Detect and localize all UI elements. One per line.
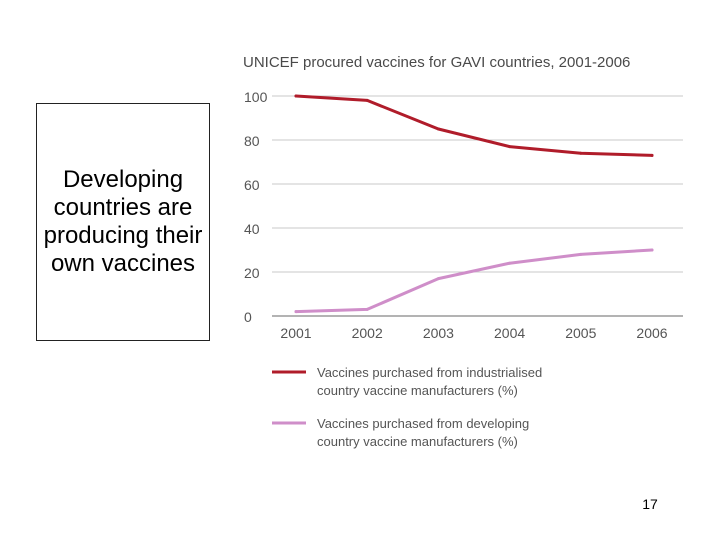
y-axis-ticks: 0 20 40 60 80 100 [244, 89, 268, 325]
y-tick-label: 40 [244, 221, 260, 237]
x-tick-label: 2001 [280, 325, 311, 341]
x-tick-label: 2005 [565, 325, 596, 341]
x-tick-label: 2004 [494, 325, 525, 341]
series-line-2 [294, 248, 654, 314]
legend-label: Vaccines purchased from developing [317, 416, 529, 431]
data-point [365, 307, 369, 311]
series-lines [294, 94, 654, 314]
legend-label: country vaccine manufacturers (%) [317, 383, 518, 398]
x-axis-ticks: 2001 2002 2003 2004 2005 2006 [280, 325, 667, 341]
legend: Vaccines purchased from industrialised co… [272, 365, 542, 449]
data-point [579, 252, 583, 256]
y-tick-label: 0 [244, 309, 252, 325]
data-point [508, 261, 512, 265]
x-tick-label: 2006 [636, 325, 667, 341]
data-point [436, 127, 440, 131]
series-line-1 [294, 94, 654, 157]
chart-title: UNICEF procured vaccines for GAVI countr… [243, 54, 630, 71]
callout-text: Developing countries are producing their… [43, 166, 203, 277]
callout-box: Developing countries are producing their… [36, 103, 210, 341]
data-point [294, 310, 298, 314]
y-tick-label: 80 [244, 133, 260, 149]
data-point [508, 145, 512, 149]
legend-label: Vaccines purchased from industrialised [317, 365, 542, 380]
y-tick-label: 20 [244, 265, 260, 281]
data-point [650, 153, 654, 157]
legend-label: country vaccine manufacturers (%) [317, 434, 518, 449]
y-tick-label: 60 [244, 177, 260, 193]
x-tick-label: 2002 [352, 325, 383, 341]
data-point [365, 98, 369, 102]
data-point [579, 151, 583, 155]
x-tick-label: 2003 [423, 325, 454, 341]
data-point [650, 248, 654, 252]
data-point [436, 277, 440, 281]
page-number: 17 [642, 496, 658, 512]
y-tick-label: 100 [244, 89, 268, 105]
data-point [294, 94, 298, 98]
grid [272, 95, 683, 317]
